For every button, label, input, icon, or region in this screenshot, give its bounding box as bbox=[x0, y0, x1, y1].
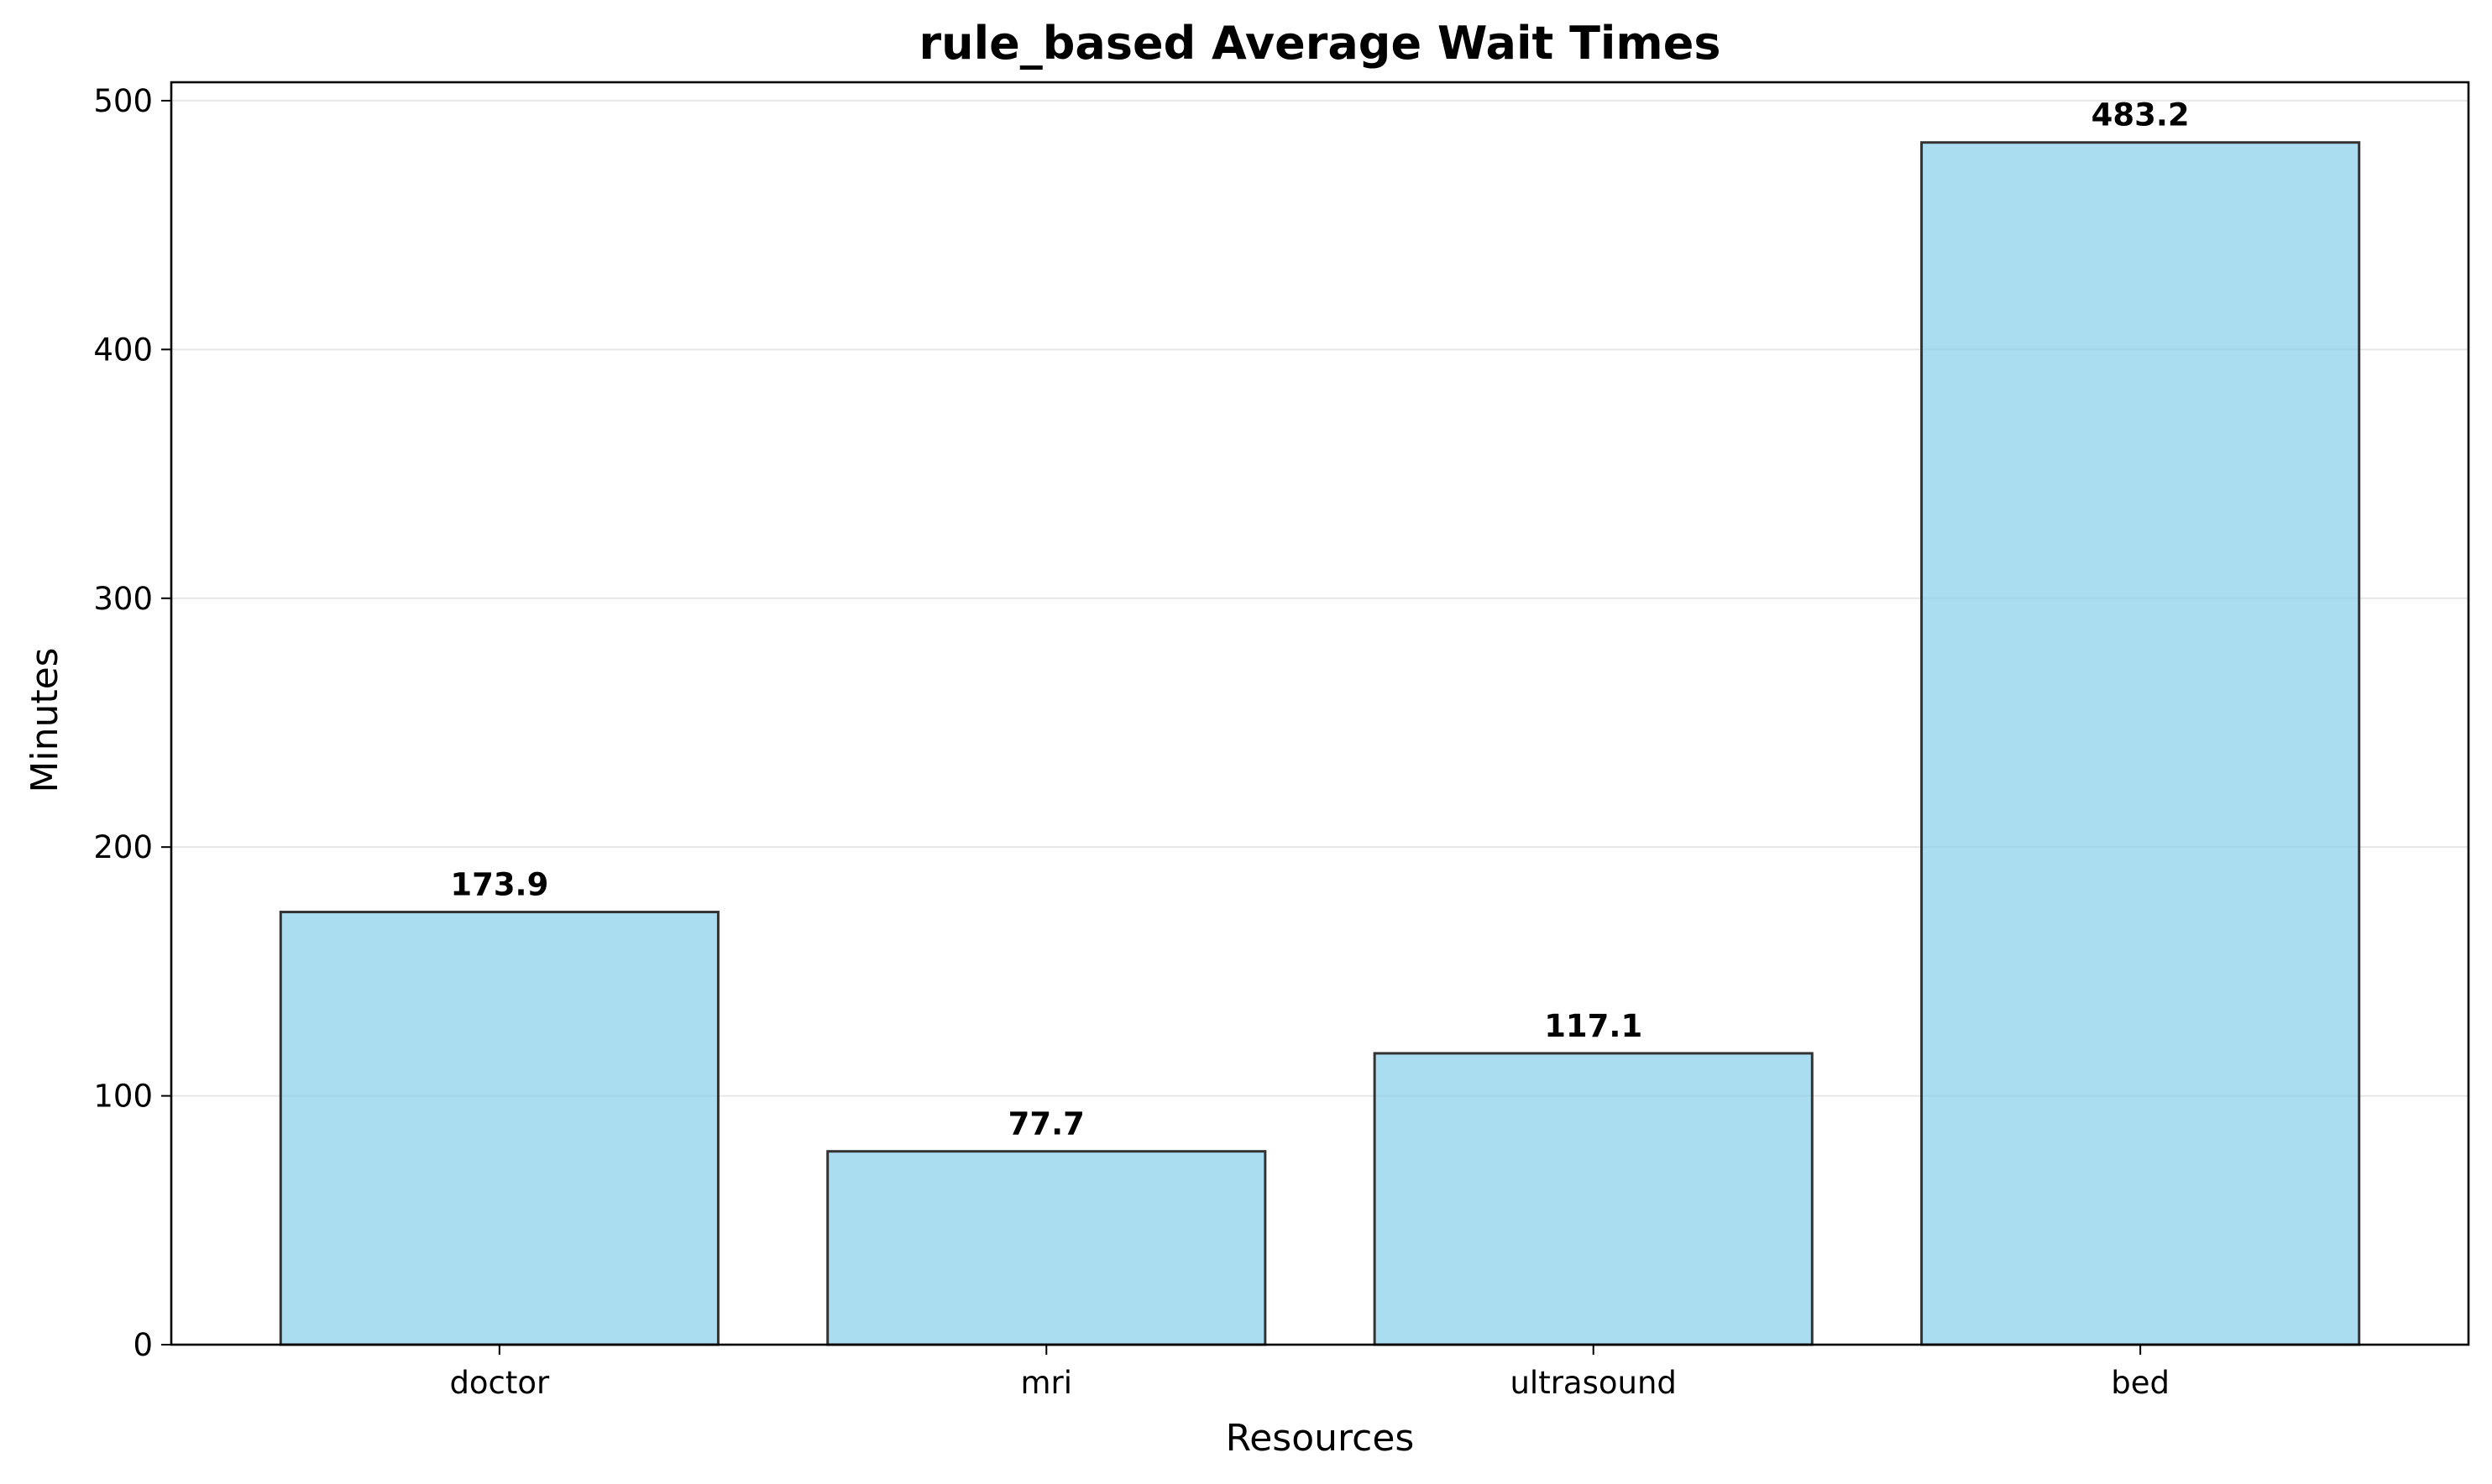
x-axis-label: Resources bbox=[1226, 1417, 1415, 1460]
y-tick-label: 200 bbox=[93, 829, 153, 865]
data-label: 117.1 bbox=[1544, 1008, 1642, 1044]
data-label: 173.9 bbox=[450, 867, 548, 903]
x-tick-label: bed bbox=[2111, 1365, 2170, 1401]
chart-title: rule_based Average Wait Times bbox=[919, 17, 1721, 70]
bar-mri bbox=[826, 1150, 1267, 1346]
data-label: 483.2 bbox=[2092, 97, 2190, 133]
x-tick-label: doctor bbox=[449, 1365, 550, 1401]
bar-ultrasound bbox=[1373, 1052, 1814, 1346]
plot-frame bbox=[170, 81, 2470, 1346]
bars bbox=[279, 141, 2361, 1346]
y-tick-label: 300 bbox=[93, 581, 153, 617]
y-tick-label: 0 bbox=[133, 1327, 153, 1363]
bar-bed bbox=[1920, 141, 2361, 1346]
y-axis-label: Minutes bbox=[24, 647, 66, 792]
y-tick-label: 100 bbox=[93, 1079, 153, 1115]
y-tick-label: 400 bbox=[93, 332, 153, 368]
x-axis-ticks: doctor mri ultrasound bed bbox=[449, 1345, 2170, 1401]
data-label: 77.7 bbox=[1008, 1106, 1085, 1142]
x-tick-label: mri bbox=[1021, 1365, 1073, 1401]
y-axis-ticks: 0 100 200 300 400 500 bbox=[93, 83, 171, 1363]
data-labels: 173.9 77.7 117.1 483.2 bbox=[450, 97, 2189, 1142]
bar-doctor bbox=[279, 911, 720, 1346]
y-tick-label: 500 bbox=[93, 83, 153, 119]
x-tick-label: ultrasound bbox=[1510, 1365, 1676, 1401]
